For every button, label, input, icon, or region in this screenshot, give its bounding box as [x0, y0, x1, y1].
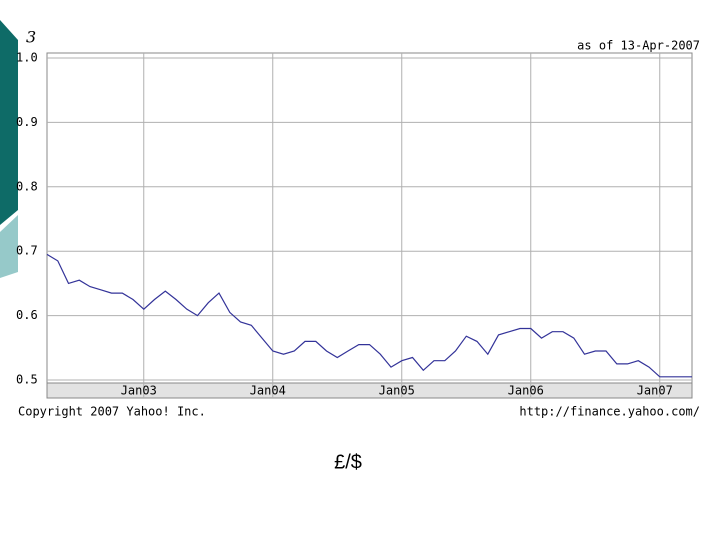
x-tick-label: Jan03	[121, 384, 157, 398]
y-tick-label: 1.0	[16, 51, 38, 65]
decoration	[0, 20, 18, 225]
x-tick-label: Jan06	[508, 384, 544, 398]
x-tick-label: Jan07	[637, 384, 673, 398]
y-tick-label: 0.9	[16, 115, 38, 129]
y-tick-label: 0.8	[16, 179, 38, 193]
x-tick-label: Jan04	[250, 384, 286, 398]
slide-number: 3	[26, 28, 36, 47]
y-tick-label: 0.5	[16, 373, 38, 387]
as-of-date: as of 13-Apr-2007	[577, 39, 700, 53]
plot-frame	[46, 52, 693, 399]
x-tick-label: Jan05	[379, 384, 415, 398]
price-line	[46, 253, 692, 378]
y-tick-label: 0.7	[16, 244, 38, 258]
source-url: http://finance.yahoo.com/	[519, 405, 700, 419]
y-tick-label: 0.6	[16, 308, 38, 322]
decoration	[0, 215, 18, 278]
caption: £/$	[334, 451, 362, 473]
copyright: Copyright 2007 Yahoo! Inc.	[18, 405, 206, 419]
